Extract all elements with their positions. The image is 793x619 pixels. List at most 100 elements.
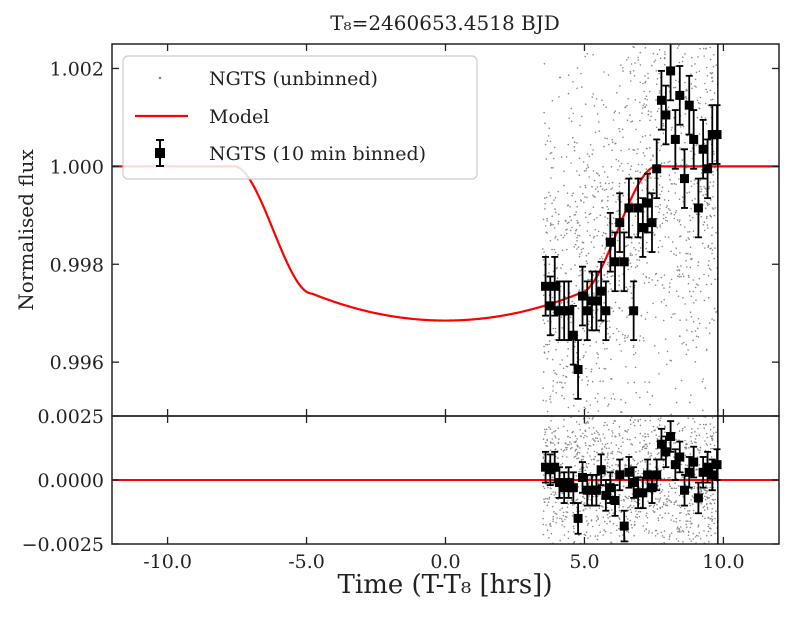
unbinned-residual-point [582, 547, 584, 549]
unbinned-point [617, 330, 620, 333]
unbinned-point [706, 75, 709, 77]
unbinned-residual-point [704, 440, 706, 442]
unbinned-point [619, 165, 621, 167]
unbinned-point [679, 126, 682, 128]
unbinned-point [678, 178, 680, 180]
unbinned-residual-point [547, 356, 549, 358]
unbinned-point [563, 397, 565, 400]
unbinned-point [551, 202, 553, 204]
unbinned-point [582, 192, 584, 195]
model-curve [112, 165, 779, 322]
unbinned-point [674, 10, 676, 12]
unbinned-point [585, 351, 587, 353]
unbinned-point [552, 223, 554, 226]
unbinned-residual-point [561, 524, 563, 526]
unbinned-point [650, 111, 652, 113]
unbinned-residual-point [714, 517, 716, 520]
unbinned-point [543, 111, 545, 114]
unbinned-point [709, 72, 712, 74]
unbinned-point [606, 273, 609, 275]
unbinned-point [687, 274, 690, 277]
unbinned-residual-point [551, 408, 553, 410]
unbinned-residual-point [704, 517, 706, 520]
unbinned-point [586, 455, 588, 457]
unbinned-residual-point [634, 436, 637, 439]
unbinned-point [704, 12, 706, 14]
unbinned-residual-point [633, 552, 635, 554]
unbinned-point [708, 26, 710, 28]
unbinned-point [573, 302, 576, 305]
unbinned-point [552, 385, 554, 387]
top-y-tick-label: 0.996 [50, 352, 104, 374]
unbinned-point [709, 89, 712, 92]
unbinned-residual-point [569, 436, 571, 439]
unbinned-point [696, 99, 699, 102]
unbinned-residual-point [692, 532, 695, 535]
unbinned-residual-point [705, 534, 708, 537]
unbinned-residual-point [657, 452, 660, 454]
unbinned-point [675, 290, 678, 293]
unbinned-point [558, 213, 560, 216]
unbinned-point [660, 8, 662, 10]
unbinned-point [708, 203, 710, 205]
unbinned-residual-point [548, 498, 550, 500]
unbinned-point [667, 199, 670, 202]
unbinned-point [622, 32, 624, 34]
unbinned-point [656, 78, 659, 80]
unbinned-point [662, 217, 665, 220]
unbinned-residual-point [610, 541, 612, 543]
unbinned-point [618, 182, 621, 185]
unbinned-residual-point [684, 439, 686, 442]
unbinned-point [559, 363, 561, 366]
unbinned-residual-point [673, 520, 675, 523]
unbinned-residual-point [574, 450, 576, 452]
unbinned-point [620, 64, 622, 66]
unbinned-point [678, 198, 681, 200]
unbinned-point [695, 86, 697, 88]
unbinned-point [675, 79, 677, 82]
unbinned-residual-point [582, 496, 585, 498]
unbinned-point [549, 140, 552, 143]
residual-point [601, 490, 611, 500]
unbinned-point [599, 380, 601, 383]
unbinned-point [641, 163, 643, 166]
unbinned-point [586, 376, 588, 378]
unbinned-point [704, 387, 706, 389]
unbinned-residual-point [635, 402, 637, 404]
unbinned-point [674, 86, 677, 89]
unbinned-point [665, 219, 667, 222]
unbinned-point [712, 208, 715, 210]
unbinned-residual-point [551, 476, 554, 479]
unbinned-point [677, 295, 680, 298]
residual-point [550, 462, 560, 472]
unbinned-point [710, 199, 712, 201]
unbinned-residual-point [588, 482, 590, 485]
unbinned-point [548, 528, 550, 530]
unbinned-residual-point [657, 517, 660, 519]
unbinned-point [659, 224, 661, 226]
unbinned-point [630, 165, 633, 167]
unbinned-residual-point [680, 526, 682, 528]
unbinned-point [627, 382, 629, 384]
unbinned-residual-point [631, 444, 634, 446]
unbinned-point [598, 367, 601, 370]
unbinned-point [705, 327, 707, 329]
unbinned-point [590, 450, 592, 452]
unbinned-point [679, 147, 681, 149]
unbinned-point [549, 398, 551, 400]
unbinned-point [554, 338, 557, 341]
unbinned-residual-point [633, 424, 636, 427]
unbinned-point [673, 86, 675, 89]
unbinned-point [550, 177, 552, 179]
unbinned-point [669, 179, 671, 181]
unbinned-residual-point [628, 410, 630, 412]
unbinned-point [559, 501, 561, 503]
unbinned-point [694, 198, 696, 200]
unbinned-point [584, 270, 586, 272]
unbinned-residual-point [564, 518, 566, 521]
unbinned-point [606, 263, 609, 266]
unbinned-point [633, 353, 635, 356]
unbinned-point [643, 282, 646, 284]
unbinned-residual-point [679, 519, 681, 522]
binned-point [578, 291, 588, 301]
